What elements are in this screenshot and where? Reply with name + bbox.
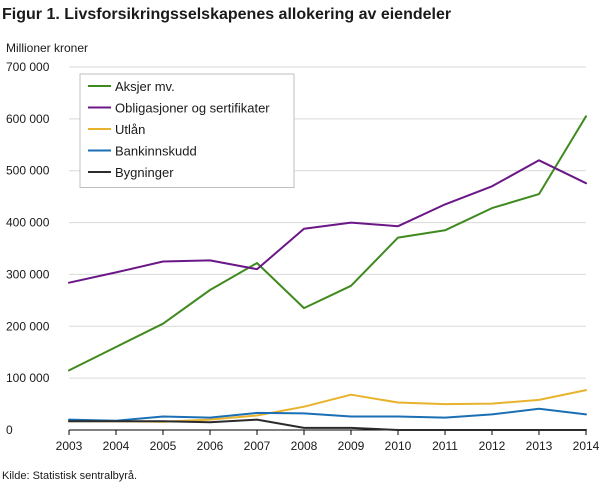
series-line-2	[68, 389, 587, 423]
x-tick-label: 2008	[291, 439, 318, 453]
x-tick-label: 2004	[103, 439, 130, 453]
axes: Millioner kroner 0 100 000 200 000 300 000 40…	[6, 41, 600, 453]
legend-label: Aksjer mv.	[115, 79, 175, 94]
legend-box	[79, 73, 295, 188]
y-axis-unit-label: Millioner kroner	[6, 41, 88, 55]
y-tick-label: 300 000	[6, 267, 50, 281]
figure-title: Figur 1. Livsforsikringsselskapenes allo…	[2, 6, 452, 23]
series-line-0	[68, 115, 587, 372]
x-tick-label: 2012	[479, 439, 506, 453]
y-tick-label: 500 000	[6, 164, 50, 178]
series-line-4	[68, 418, 587, 431]
legend: Aksjer mv. Obligasjoner og sertifikater Ut…	[79, 73, 295, 188]
series-lines	[68, 115, 587, 431]
source-note: Kilde: Statistisk sentralbyrå.	[2, 470, 138, 482]
y-tick-label: 0	[6, 423, 13, 437]
series-line-3	[68, 407, 587, 422]
x-tick-label: 2013	[526, 439, 553, 453]
y-tick-label: 200 000	[6, 319, 50, 333]
y-tick-label: 400 000	[6, 216, 50, 230]
x-tick-label: 2005	[150, 439, 177, 453]
legend-label: Bygninger	[115, 165, 174, 180]
y-tick-label: 600 000	[6, 112, 50, 126]
series-line-1	[68, 159, 587, 284]
x-tick-label: 2011	[432, 439, 458, 453]
grid	[69, 66, 586, 379]
x-tick-label: 2007	[244, 439, 271, 453]
x-tick-label: 2006	[197, 439, 224, 453]
y-tick-label: 700 000	[6, 60, 50, 74]
legend-label: Utlån	[115, 122, 145, 137]
x-tick-label: 2014	[573, 439, 600, 453]
y-tick-label: 100 000	[6, 371, 50, 385]
x-tick-label: 2003	[56, 439, 83, 453]
x-tick-label: 2010	[385, 439, 412, 453]
legend-label: Obligasjoner og sertifikater	[115, 101, 270, 116]
legend-label: Bankinnskudd	[115, 144, 197, 159]
x-tick-label: 2009	[338, 439, 365, 453]
